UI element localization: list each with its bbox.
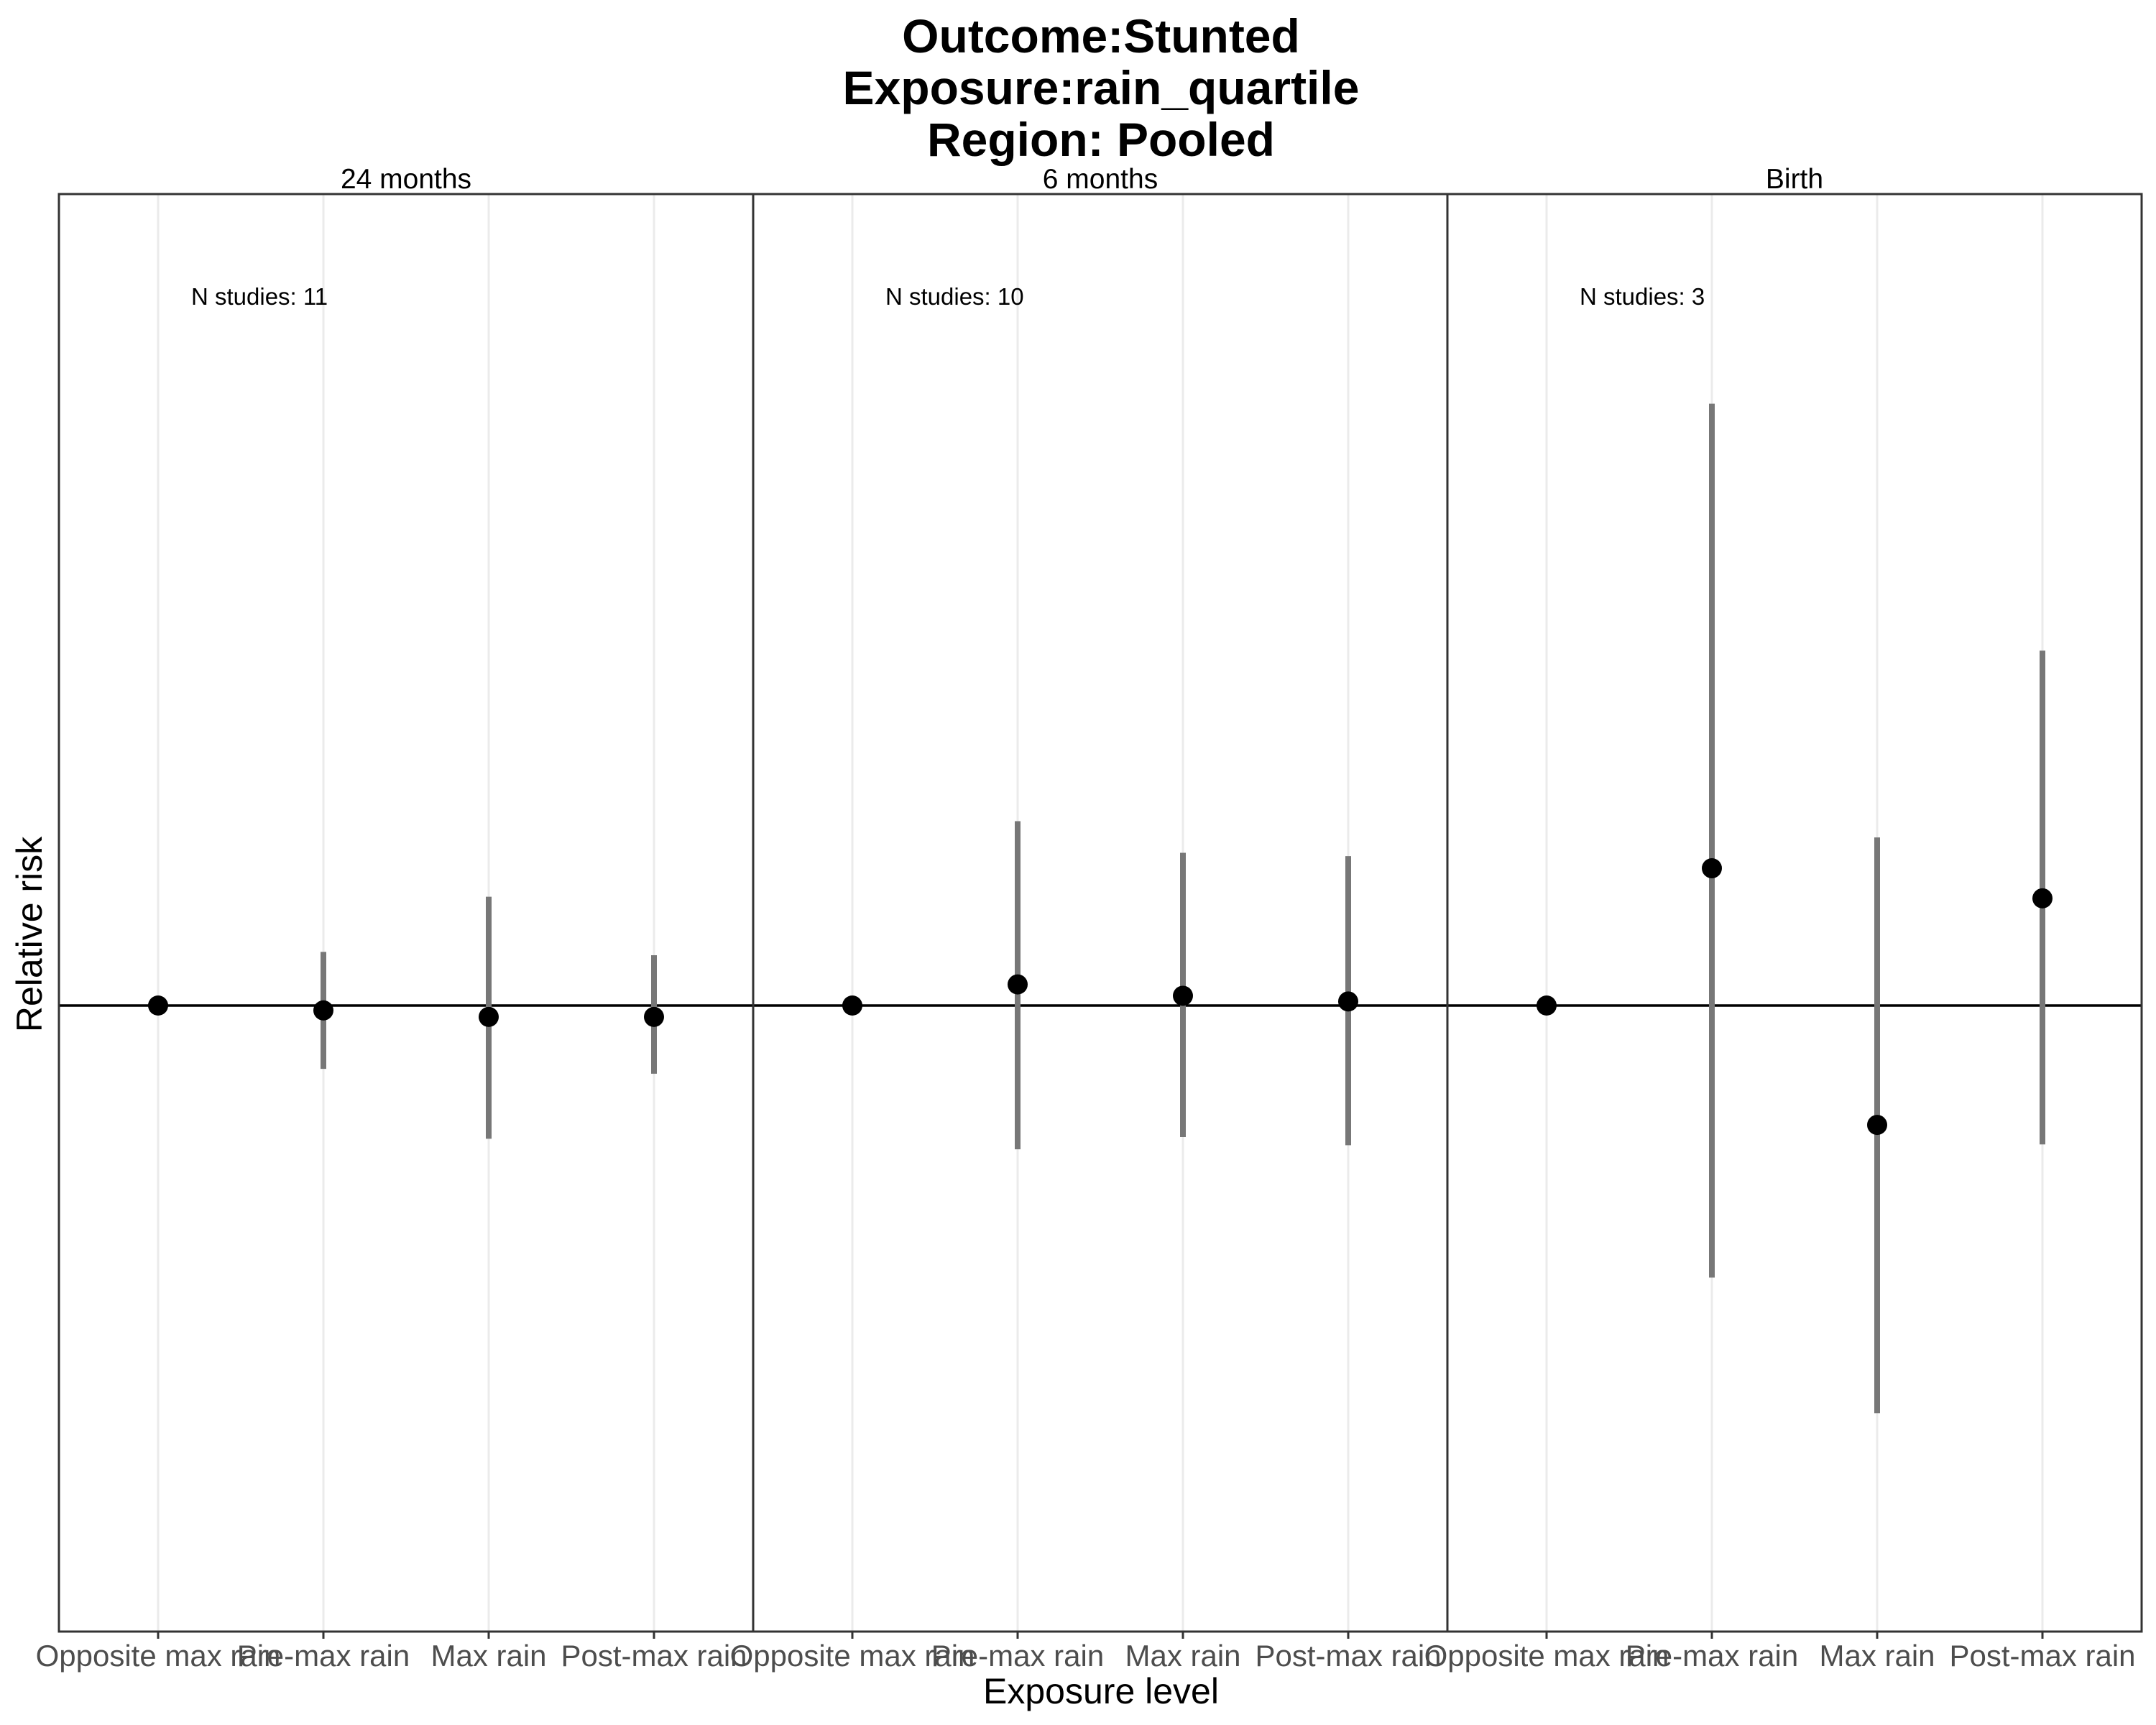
facet-strip-label: 24 months xyxy=(341,164,471,195)
n-studies-annotation: N studies: 11 xyxy=(191,283,328,310)
x-tick-label: Opposite max rain xyxy=(36,1639,281,1673)
estimate-point xyxy=(1537,995,1557,1016)
estimate-point xyxy=(2032,888,2053,908)
estimate-point xyxy=(842,995,862,1016)
x-tick-label: Max rain xyxy=(1125,1639,1240,1673)
x-tick-label: Post-max rain xyxy=(561,1639,747,1673)
estimate-point xyxy=(644,1006,664,1027)
x-tick-label: Opposite max rain xyxy=(730,1639,975,1673)
estimate-point xyxy=(148,995,168,1016)
x-tick-label: Pre-max rain xyxy=(931,1639,1104,1673)
x-axis-title: Exposure level xyxy=(983,1671,1219,1711)
x-tick-label: Max rain xyxy=(430,1639,546,1673)
x-tick-label: Post-max rain xyxy=(1949,1639,2135,1673)
facet-panel: Birth N studies: 3 Opposite max rainPre-ma… xyxy=(1424,164,2143,1673)
estimate-point xyxy=(1867,1115,1887,1136)
x-tick-label: Post-max rain xyxy=(1255,1639,1441,1673)
panel-border xyxy=(1446,193,2143,1633)
estimate-point xyxy=(1702,858,1722,879)
estimate-point xyxy=(1173,985,1193,1006)
facet-strip-label: 6 months xyxy=(1043,164,1158,195)
x-tick-label: Pre-max rain xyxy=(1626,1639,1798,1673)
x-tick-label: Max rain xyxy=(1819,1639,1935,1673)
n-studies-annotation: N studies: 10 xyxy=(885,283,1024,310)
chart-title-line-3: Region: Pooled xyxy=(927,113,1275,166)
facet-strip-label: Birth xyxy=(1766,164,1823,195)
estimate-point xyxy=(313,1000,333,1021)
chart-title-line-1: Outcome:Stunted xyxy=(902,9,1300,63)
estimate-point xyxy=(1008,974,1028,995)
y-axis-title: Relative risk xyxy=(9,836,50,1032)
estimate-point xyxy=(1338,991,1358,1012)
x-tick-label: Opposite max rain xyxy=(1424,1639,1669,1673)
x-tick-label: Pre-max rain xyxy=(237,1639,410,1673)
facet-panel: 6 months N studies: 10 Opposite max rainPr… xyxy=(730,164,1449,1673)
n-studies-annotation: N studies: 3 xyxy=(1580,283,1705,310)
chart-title-line-2: Exposure:rain_quartile xyxy=(843,61,1360,114)
estimate-point xyxy=(479,1006,499,1027)
